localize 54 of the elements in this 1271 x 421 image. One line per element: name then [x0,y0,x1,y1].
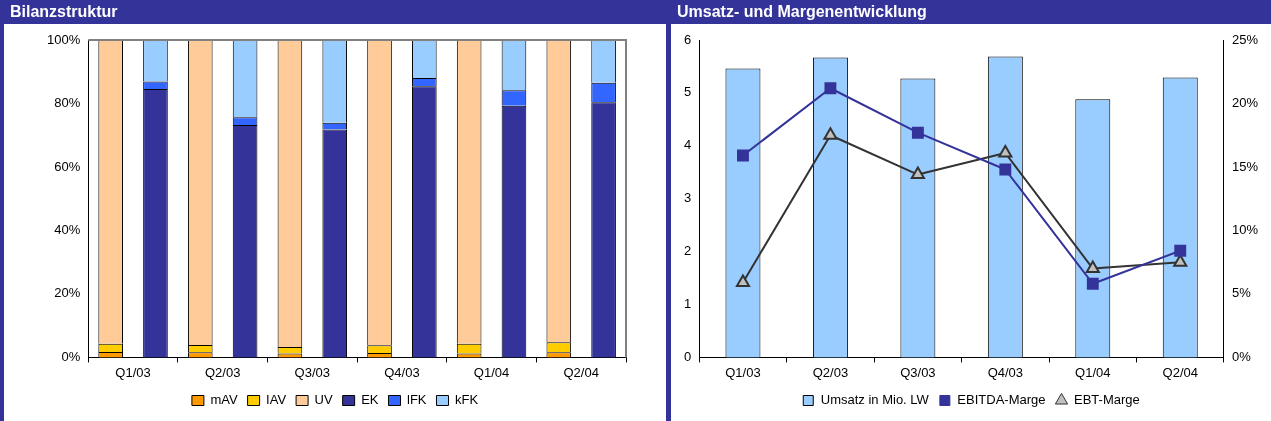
y-tick-label: 6 [684,31,692,47]
point [737,149,749,162]
legend-label: kFK [454,392,479,408]
x-tick-label: Q4/03 [987,364,1024,380]
x-tick-label: Q3/03 [294,364,331,380]
point [911,126,924,139]
point [735,274,751,287]
x-tick-label: Q1/04 [1075,364,1111,380]
legend-label: Umsatz in Mio. LW [820,392,930,408]
y2-tick-label: 15% [1231,158,1259,174]
point [1173,254,1188,267]
legend-label: EK [361,392,379,408]
x-tick-label: Q2/03 [204,364,241,380]
y-tick-label: 1 [684,296,692,312]
x-tick-label: Q2/03 [812,364,849,380]
x-tick-label: Q1/03 [725,364,761,380]
legend-label: UV [314,392,333,408]
x-tick-label: Q1/04 [473,364,510,380]
y2-tick-label: 10% [1231,222,1259,238]
y2-tick-label: 25% [1231,31,1259,47]
legend-label: lFK [406,392,427,408]
y-tick-label: 60% [54,158,81,174]
legend-label: IAV [266,392,287,408]
y-tick-label: 5 [684,84,692,100]
y2-tick-label: 5% [1231,285,1252,301]
point [1086,277,1099,290]
y-tick-label: 80% [54,95,81,111]
point [998,144,1013,158]
y-tick-label: 0% [61,348,81,364]
x-tick-label: Q1/03 [115,364,151,380]
y2-tick-label: 0% [1231,348,1252,364]
y-tick-label: 100% [47,31,81,47]
x-tick-label: Q4/03 [384,364,420,380]
point [1085,260,1100,274]
chart-title: Umsatz- und Margenentwicklung [671,0,1271,24]
x-tick-label: Q2/04 [1162,364,1198,380]
point [823,127,838,140]
legend-label: EBT-Marge [1074,392,1140,408]
y-tick-label: 0 [684,348,692,364]
chart-title: Bilanzstruktur [4,0,666,24]
y-tick-label: 3 [684,190,692,206]
y-tick-label: 2 [684,243,692,259]
y2-tick-label: 20% [1231,95,1259,111]
legend-label: mAV [210,392,238,408]
point [999,163,1012,176]
point [1174,244,1187,257]
y-tick-label: 4 [684,137,692,153]
x-tick-label: Q3/03 [900,364,936,380]
point [824,82,837,95]
y-tick-label: 20% [54,285,81,301]
point [910,166,925,180]
legend-label: EBITDA-Marge [957,392,1046,408]
y-tick-label: 40% [54,222,81,238]
x-tick-label: Q2/04 [563,364,599,380]
